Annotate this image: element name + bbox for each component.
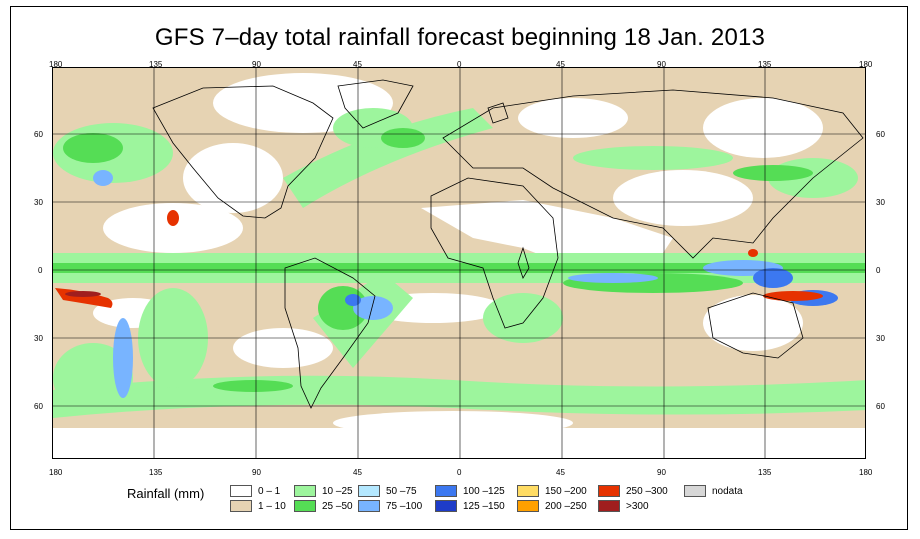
lon-label-bottom: 135 [758, 468, 772, 477]
legend-label-nodata: nodata [712, 486, 743, 497]
legend-swatch-10-25 [294, 485, 316, 497]
lat-label-left: 30 [34, 198, 43, 207]
legend-label-0-1: 0 – 1 [258, 486, 281, 497]
lon-label-top: 90 [657, 60, 666, 69]
lon-label-top: 135 [758, 60, 772, 69]
rainfall-map [52, 67, 866, 459]
lon-label-bottom: 90 [657, 468, 666, 477]
legend-swatch-nodata [684, 485, 706, 497]
lon-label-top: 180 [859, 60, 873, 69]
legend-swatch-50-75 [358, 485, 380, 497]
legend-swatch-75-100 [358, 500, 380, 512]
lon-label-bottom: 180 [49, 468, 63, 477]
lon-label-bottom: 90 [252, 468, 261, 477]
lon-label-bottom: 135 [149, 468, 163, 477]
lat-label-left: 60 [34, 130, 43, 139]
lon-label-bottom: 45 [556, 468, 565, 477]
legend-label-over-300: >300 [626, 501, 649, 512]
lat-label-right: 0 [876, 266, 881, 275]
graticule [53, 68, 865, 458]
legend-swatch-200-250 [517, 500, 539, 512]
lat-label-right: 30 [876, 198, 885, 207]
legend-swatch-over-300 [598, 500, 620, 512]
legend-swatch-0-1 [230, 485, 252, 497]
lat-label-right: 60 [876, 130, 885, 139]
lon-label-top: 45 [353, 60, 362, 69]
legend-label-125-150: 125 –150 [463, 501, 505, 512]
legend-label-150-200: 150 –200 [545, 486, 587, 497]
legend-swatch-250-300 [598, 485, 620, 497]
legend-label-50-75: 50 –75 [386, 486, 417, 497]
legend-swatch-1-10 [230, 500, 252, 512]
legend-title: Rainfall (mm) [127, 486, 205, 501]
lon-label-top: 0 [457, 60, 462, 69]
figure-frame [10, 6, 908, 530]
legend-swatch-150-200 [517, 485, 539, 497]
legend-label-25-50: 25 –50 [322, 501, 353, 512]
legend-label-250-300: 250 –300 [626, 486, 668, 497]
legend-label-75-100: 75 –100 [386, 501, 423, 512]
legend-swatch-25-50 [294, 500, 316, 512]
legend-label-10-25: 10 –25 [322, 486, 353, 497]
map-title: GFS 7–day total rainfall forecast beginn… [154, 24, 766, 51]
lat-label-left: 30 [34, 334, 43, 343]
lat-label-right: 60 [876, 402, 885, 411]
lon-label-top: 180 [49, 60, 63, 69]
legend-swatch-125-150 [435, 500, 457, 512]
legend-label-100-125: 100 –125 [463, 486, 505, 497]
lat-label-right: 30 [876, 334, 885, 343]
lon-label-top: 90 [252, 60, 261, 69]
rainfall-map-svg [53, 68, 865, 458]
legend-swatch-100-125 [435, 485, 457, 497]
lon-label-top: 135 [149, 60, 163, 69]
lon-label-bottom: 45 [353, 468, 362, 477]
lon-label-bottom: 180 [859, 468, 873, 477]
rain-over-300 [65, 291, 101, 297]
lat-label-left: 60 [34, 402, 43, 411]
lon-label-bottom: 0 [457, 468, 462, 477]
coastlines [152, 79, 864, 409]
legend-label-1-10: 1 – 10 [258, 501, 286, 512]
legend-label-200-250: 200 –250 [545, 501, 587, 512]
lon-label-top: 45 [556, 60, 565, 69]
lat-label-left: 0 [38, 266, 43, 275]
